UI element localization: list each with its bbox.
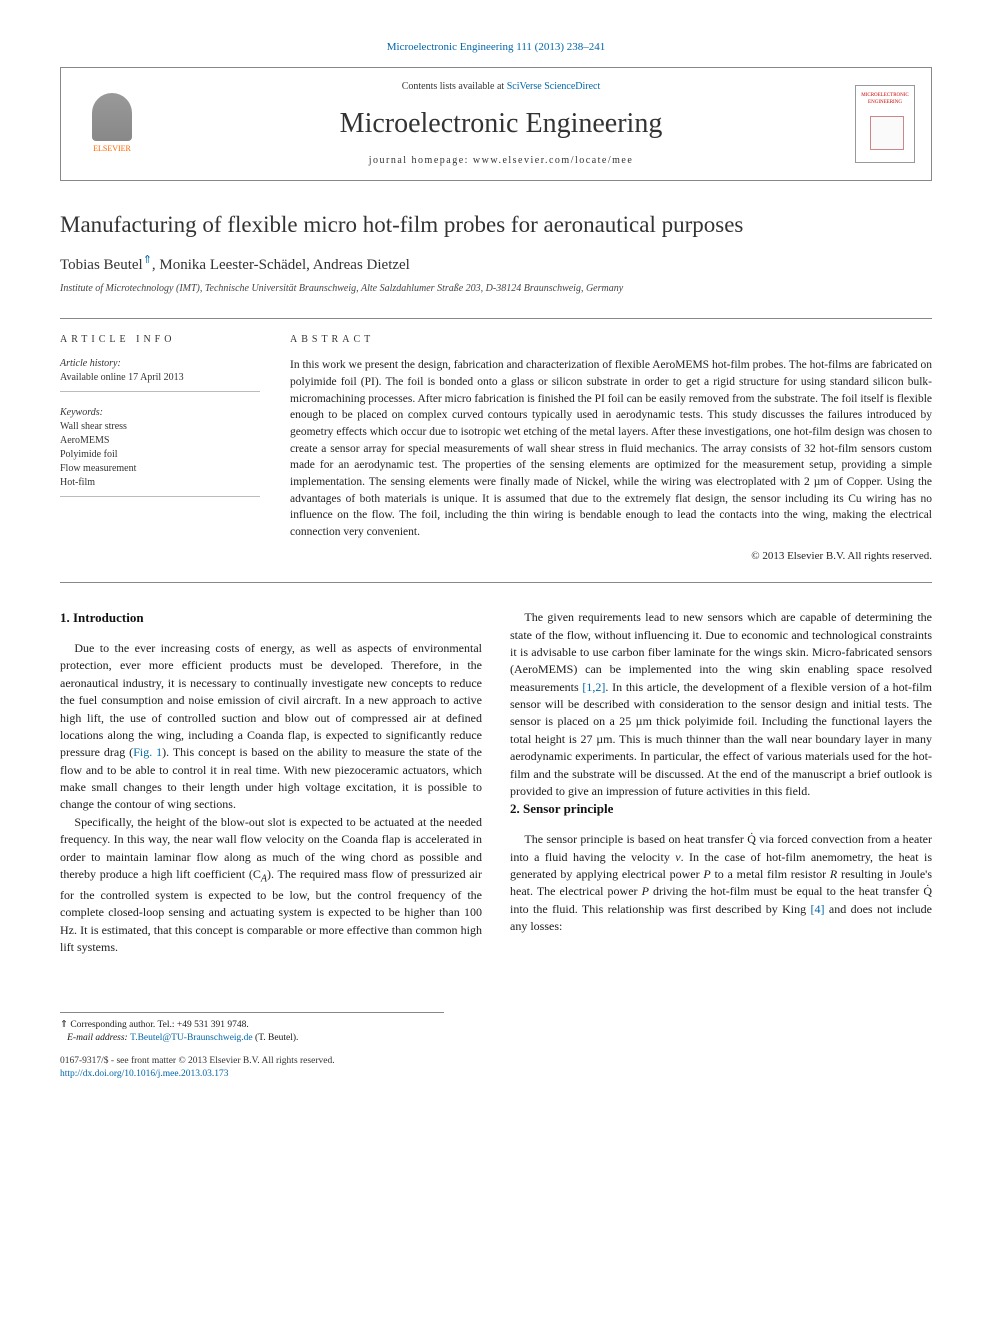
intro-para-3: The given requirements lead to new senso… bbox=[510, 609, 932, 800]
var-P: P bbox=[703, 867, 710, 881]
corr-email-suffix: (T. Beutel). bbox=[253, 1033, 299, 1043]
info-rule-2 bbox=[60, 496, 260, 497]
doi-link[interactable]: http://dx.doi.org/10.1016/j.mee.2013.03.… bbox=[60, 1069, 228, 1079]
keywords-label: Keywords: bbox=[60, 406, 260, 420]
author-list: Tobias Beutel⇑, Monika Leester-Schädel, … bbox=[60, 253, 932, 276]
corr-marker-foot: ⇑ bbox=[60, 1020, 68, 1030]
history-value: Available online 17 April 2013 bbox=[60, 371, 260, 385]
keyword: Flow measurement bbox=[60, 462, 260, 476]
history-label: Article history: bbox=[60, 357, 260, 371]
abstract-col: abstract In this work we present the des… bbox=[290, 333, 932, 564]
contents-prefix: Contents lists available at bbox=[402, 81, 507, 92]
abstract-heading: abstract bbox=[290, 333, 932, 347]
article-info-col: article info Article history: Available … bbox=[60, 333, 260, 564]
keyword: Hot-film bbox=[60, 476, 260, 490]
author-1: Tobias Beutel bbox=[60, 257, 143, 273]
article-title: Manufacturing of flexible micro hot-film… bbox=[60, 211, 932, 240]
rule-bottom bbox=[60, 582, 932, 583]
sensor-para-1: The sensor principle is based on heat tr… bbox=[510, 831, 932, 935]
article-history: Article history: Available online 17 Apr… bbox=[60, 357, 260, 392]
affiliation: Institute of Microtechnology (IMT), Tech… bbox=[60, 282, 932, 296]
body-columns: 1. Introduction Due to the ever increasi… bbox=[60, 609, 932, 956]
rule-top bbox=[60, 318, 932, 319]
journal-header: ELSEVIER Contents lists available at Sci… bbox=[60, 67, 932, 180]
abstract-text: In this work we present the design, fabr… bbox=[290, 357, 932, 540]
homepage-line: journal homepage: www.elsevier.com/locat… bbox=[147, 154, 855, 168]
intro-para-1: Due to the ever increasing costs of ener… bbox=[60, 640, 482, 814]
t: . In this article, the development of a … bbox=[510, 680, 932, 798]
var-P2: P bbox=[642, 884, 649, 898]
homepage-prefix: journal homepage: bbox=[369, 155, 473, 166]
info-abstract-row: article info Article history: Available … bbox=[60, 333, 932, 564]
article-info-heading: article info bbox=[60, 333, 260, 347]
sciencedirect-link[interactable]: SciVerse ScienceDirect bbox=[507, 81, 601, 92]
elsevier-tree-icon bbox=[92, 93, 132, 141]
journal-cover-thumb: MICROELECTRONIC ENGINEERING bbox=[855, 85, 915, 163]
corr-author-marker[interactable]: ⇑ bbox=[143, 254, 152, 266]
abstract-copyright: © 2013 Elsevier B.V. All rights reserved… bbox=[290, 549, 932, 564]
t: Due to the ever increasing costs of ener… bbox=[60, 641, 482, 759]
corr-line1: Corresponding author. Tel.: +49 531 391 … bbox=[68, 1020, 249, 1030]
info-rule-1 bbox=[60, 391, 260, 392]
publisher-name: ELSEVIER bbox=[93, 144, 131, 153]
t: to a metal film resistor bbox=[711, 867, 830, 881]
homepage-url[interactable]: www.elsevier.com/locate/mee bbox=[473, 155, 633, 166]
page-footer: 0167-9317/$ - see front matter © 2013 El… bbox=[60, 1055, 932, 1081]
header-center: Contents lists available at SciVerse Sci… bbox=[147, 80, 855, 167]
email-label: E-mail address: bbox=[67, 1033, 130, 1043]
citation-line: Microelectronic Engineering 111 (2013) 2… bbox=[60, 40, 932, 55]
corr-email-link[interactable]: T.Beutel@TU-Braunschweig.de bbox=[130, 1033, 253, 1043]
section-2-heading: 2. Sensor principle bbox=[510, 800, 932, 819]
keyword: AeroMEMS bbox=[60, 434, 260, 448]
section-1-heading: 1. Introduction bbox=[60, 609, 482, 628]
ref-4-link[interactable]: [4] bbox=[811, 902, 825, 916]
elsevier-logo: ELSEVIER bbox=[77, 93, 147, 154]
intro-para-2: Specifically, the height of the blow-out… bbox=[60, 814, 482, 957]
fig1-link[interactable]: Fig. 1 bbox=[133, 745, 162, 759]
footer-line1: 0167-9317/$ - see front matter © 2013 El… bbox=[60, 1056, 335, 1066]
cover-label: MICROELECTRONIC ENGINEERING bbox=[861, 93, 909, 105]
authors-rest: , Monika Leester-Schädel, Andreas Dietze… bbox=[152, 257, 410, 273]
keywords-block: Keywords: Wall shear stress AeroMEMS Pol… bbox=[60, 406, 260, 497]
corresponding-author-note: ⇑ Corresponding author. Tel.: +49 531 39… bbox=[60, 1012, 444, 1045]
contents-line: Contents lists available at SciVerse Sci… bbox=[147, 80, 855, 94]
keyword: Polyimide foil bbox=[60, 448, 260, 462]
ref-1-2-link[interactable]: [1,2] bbox=[582, 680, 605, 694]
journal-name: Microelectronic Engineering bbox=[147, 104, 855, 143]
keyword: Wall shear stress bbox=[60, 420, 260, 434]
